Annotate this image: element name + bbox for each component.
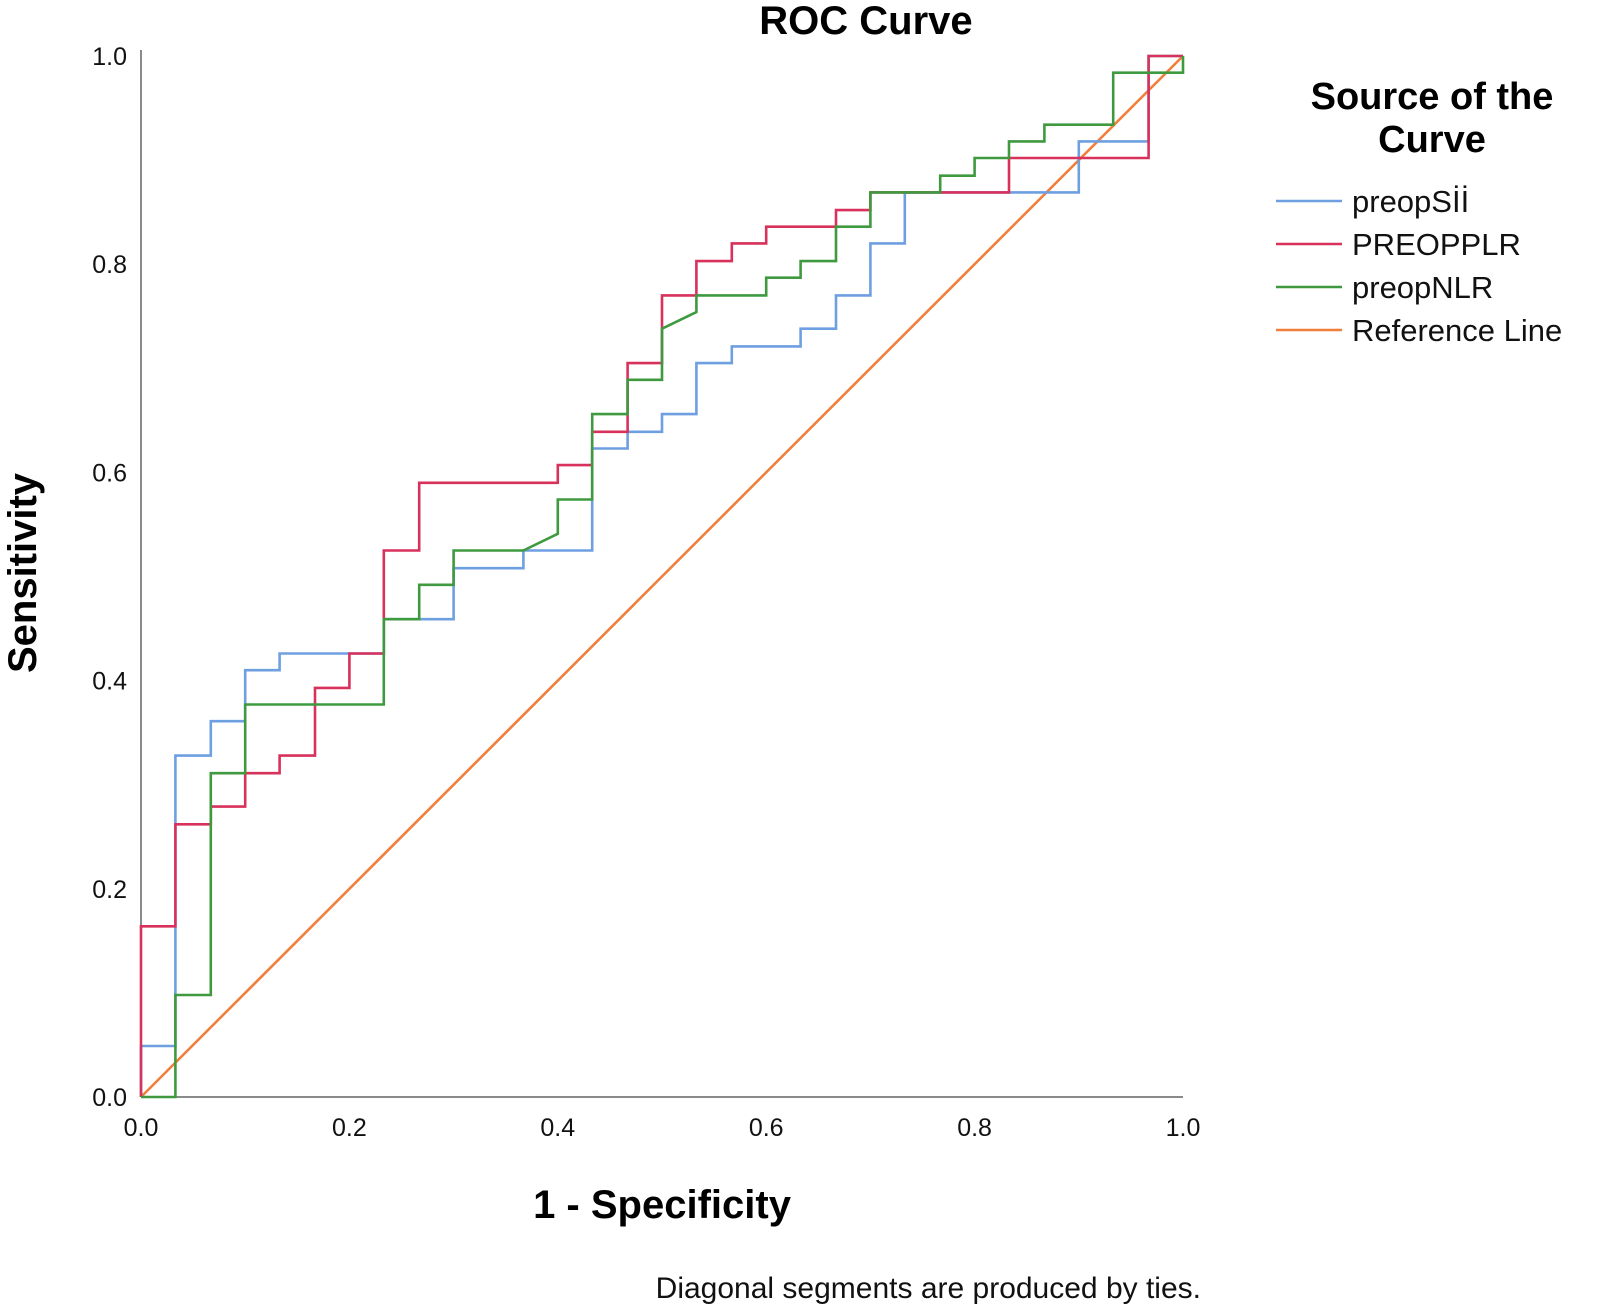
y-tick-label: 0.6 (92, 459, 127, 487)
x-axis-label: 1 - Specificity (533, 1183, 792, 1227)
legend-label: preopNLR (1352, 270, 1493, 305)
y-tick-label: 0.4 (92, 668, 127, 696)
y-axis-label: Sensitivity (1, 472, 45, 673)
series-line-reference-line (140, 55, 1184, 1098)
legend-title-line-1: Source of the (1311, 76, 1554, 118)
x-tick-labels: 0.0 0.2 0.4 0.6 0.8 1.0 (124, 1114, 1201, 1142)
x-tick-label: 0.0 (124, 1114, 159, 1142)
x-tick-label: 0.8 (957, 1114, 992, 1142)
x-tick-label: 0.4 (540, 1114, 575, 1142)
legend-label: PREOPPLR (1352, 227, 1521, 262)
legend-title-line-2: Curve (1378, 119, 1486, 161)
y-tick-labels: 0.0 0.2 0.4 0.6 0.8 1.0 (92, 43, 127, 1112)
legend-label: Reference Line (1352, 313, 1562, 348)
plot-frame (140, 50, 1183, 1098)
legend-label: preopSİİ (1352, 184, 1469, 219)
y-tick-label: 1.0 (92, 43, 127, 71)
legend: Source of the Curve preopSİİPREOPPLRpreo… (1276, 76, 1562, 348)
series-layer (139, 54, 1185, 1099)
x-tick-label: 0.2 (332, 1114, 367, 1142)
chart-title: ROC Curve (759, 0, 972, 43)
y-tick-label: 0.0 (92, 1084, 127, 1112)
y-tick-label: 0.2 (92, 876, 127, 904)
footnote: Diagonal segments are produced by ties. (656, 1272, 1201, 1305)
series-line-preopnlr (141, 56, 1185, 1099)
x-tick-label: 0.6 (749, 1114, 784, 1142)
x-tick-label: 1.0 (1166, 1114, 1201, 1142)
y-tick-label: 0.8 (92, 251, 127, 279)
legend-items: preopSİİ PREOPPLR preopNLR Reference Line (1276, 184, 1562, 348)
